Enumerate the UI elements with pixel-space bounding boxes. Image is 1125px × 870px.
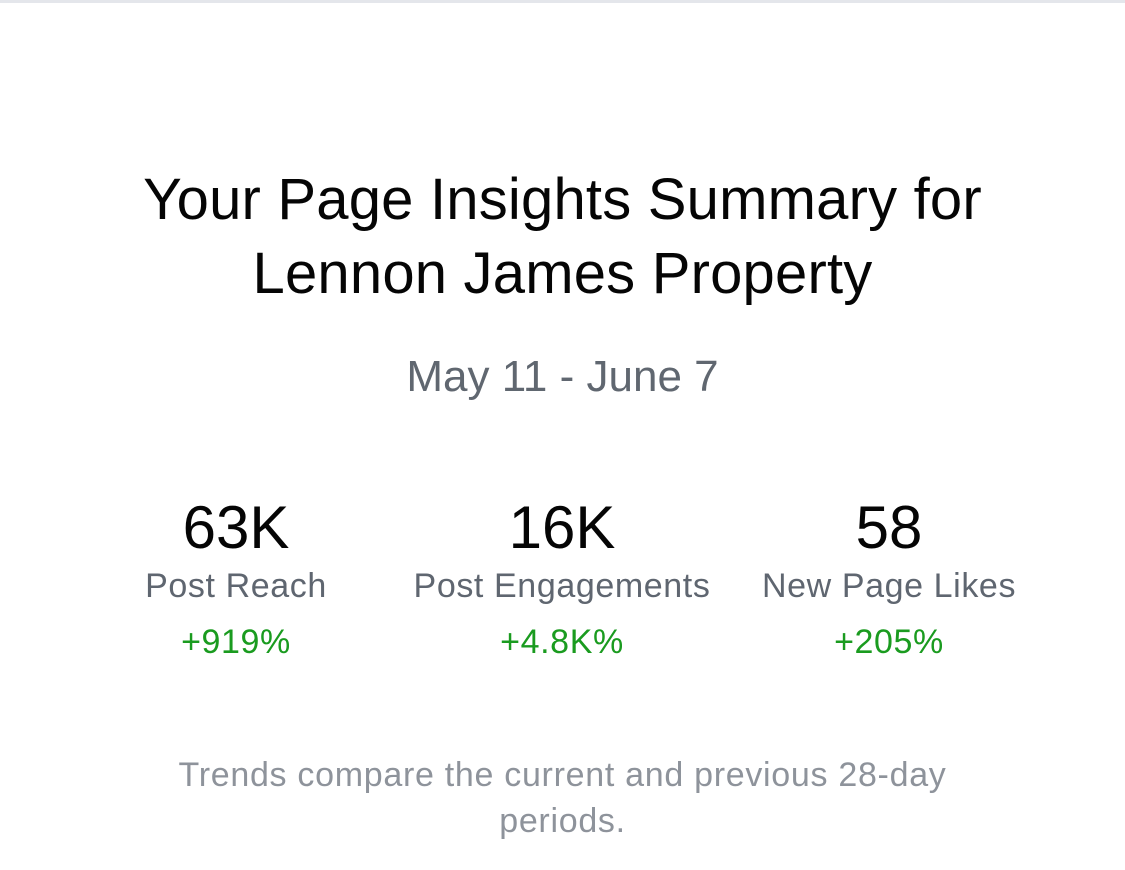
post-reach-change: +919%	[181, 623, 291, 661]
summary-title-line-2: Lennon James Property	[252, 241, 873, 306]
trends-footnote: Trends compare the current and previous …	[0, 752, 1125, 844]
post-reach-label: Post Reach	[145, 567, 327, 605]
new-page-likes-value: 58	[855, 494, 923, 561]
trends-footnote-line-1: Trends compare the current and previous …	[178, 756, 947, 794]
new-page-likes-metric: 58 New Page Likes +205%	[744, 492, 1034, 662]
date-range: May 11 - June 7	[406, 352, 719, 401]
post-engagements-label: Post Engagements	[413, 567, 711, 605]
trends-footnote-line-2: periods.	[499, 802, 626, 840]
new-page-likes-label: New Page Likes	[761, 567, 1017, 605]
post-reach-value: 63K	[182, 494, 290, 561]
post-engagements-value: 16K	[508, 494, 616, 561]
post-engagements-metric: 16K Post Engagements +4.8K%	[392, 492, 732, 662]
summary-title-line-1: Your Page Insights Summary for	[143, 167, 982, 232]
post-engagements-change: +4.8K%	[500, 623, 624, 661]
top-divider	[0, 0, 1125, 3]
post-reach-metric: 63K Post Reach +919%	[116, 492, 356, 662]
new-page-likes-change: +205%	[834, 623, 944, 661]
